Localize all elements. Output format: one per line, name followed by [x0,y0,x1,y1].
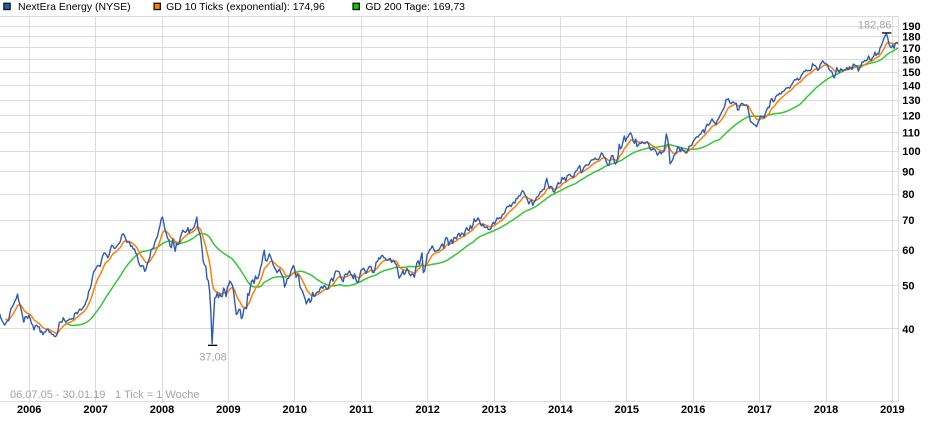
svg-text:80: 80 [902,189,914,201]
svg-text:2013: 2013 [482,404,506,416]
svg-text:2006: 2006 [17,404,41,416]
svg-text:130: 130 [902,95,920,107]
svg-text:60: 60 [902,245,914,257]
svg-text:2007: 2007 [83,404,107,416]
svg-text:90: 90 [902,166,914,178]
svg-text:2019: 2019 [880,404,904,416]
svg-text:2018: 2018 [814,404,838,416]
svg-text:50: 50 [902,281,914,293]
svg-text:150: 150 [902,67,920,79]
svg-text:2012: 2012 [415,404,439,416]
svg-text:GD 10 Ticks (exponential): 174: GD 10 Ticks (exponential): 174,96 [166,1,325,13]
svg-text:1 Tick = 1 Woche: 1 Tick = 1 Woche [115,389,199,401]
svg-text:2014: 2014 [548,404,573,416]
svg-text:70: 70 [902,215,914,227]
svg-text:2010: 2010 [283,404,307,416]
svg-text:190: 190 [902,21,920,33]
svg-text:120: 120 [902,111,920,123]
svg-text:NextEra Energy (NYSE): NextEra Energy (NYSE) [18,1,131,13]
svg-text:2016: 2016 [681,404,705,416]
svg-text:2017: 2017 [747,404,771,416]
svg-text:2008: 2008 [150,404,174,416]
svg-text:06.07.05 - 30.01.19: 06.07.05 - 30.01.19 [10,389,105,401]
svg-text:2009: 2009 [216,404,240,416]
svg-text:2011: 2011 [349,404,373,416]
svg-text:GD 200 Tage: 169,73: GD 200 Tage: 169,73 [365,1,465,13]
svg-text:170: 170 [902,43,920,55]
svg-text:180: 180 [902,32,920,44]
svg-text:160: 160 [902,55,920,67]
svg-text:182,86: 182,86 [858,20,892,32]
svg-text:2015: 2015 [615,404,639,416]
svg-text:100: 100 [902,146,920,158]
svg-text:110: 110 [902,127,920,139]
svg-text:140: 140 [902,81,920,93]
svg-text:40: 40 [902,324,914,336]
svg-text:37,08: 37,08 [199,351,227,363]
